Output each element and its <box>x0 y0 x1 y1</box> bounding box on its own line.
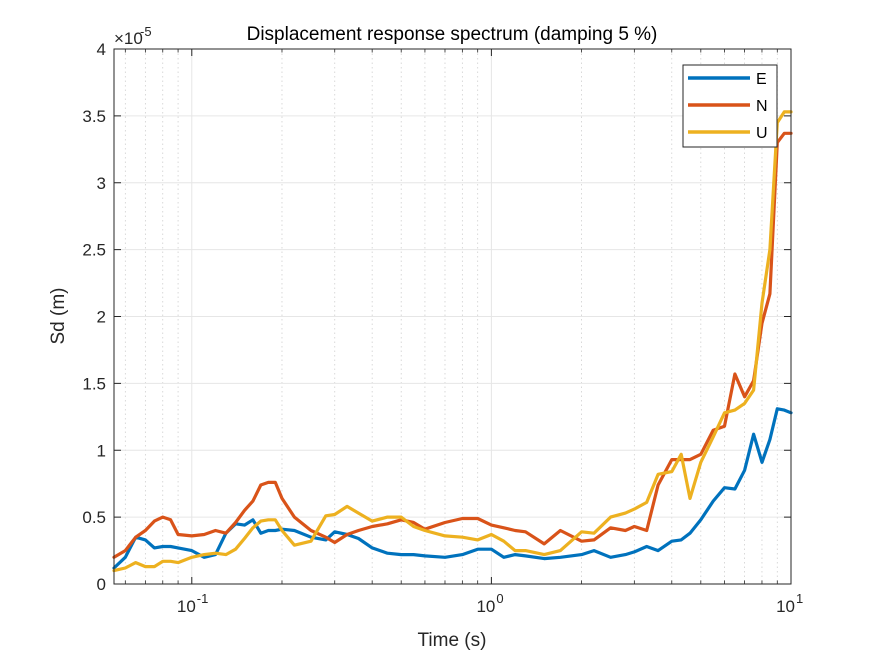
series-line-e <box>112 407 793 570</box>
x-tick-label: 10 0 <box>476 591 503 616</box>
x-tick-power: 0 <box>496 591 503 606</box>
y-exponent-base: ×10 <box>114 29 143 48</box>
x-tick-power: -1 <box>197 591 209 606</box>
y-exponent-label: ×10 -5 <box>114 24 152 48</box>
series-layer <box>112 110 793 573</box>
axes-box <box>113 48 792 585</box>
minor-grid <box>124 49 778 584</box>
y-tick-label: 2.5 <box>82 241 106 260</box>
chart-title: Displacement response spectrum (damping … <box>247 24 658 45</box>
y-tick-label: 1.5 <box>82 374 106 393</box>
y-exponent-power: -5 <box>140 24 152 39</box>
legend-entry-e: E <box>688 71 767 88</box>
y-tick-label: 0.5 <box>82 508 106 527</box>
x-tick-base: 10 <box>177 597 196 616</box>
x-axis-label: Time (s) <box>418 630 487 651</box>
legend-entry-n: N <box>688 98 768 115</box>
series-line-n <box>112 131 793 559</box>
x-tick-base: 10 <box>476 597 495 616</box>
legend-label-e: E <box>756 71 767 88</box>
y-tick-label: 0 <box>97 575 106 594</box>
legend-label-u: U <box>756 125 768 142</box>
legend: E N U <box>682 64 778 148</box>
y-axis-label: Sd (m) <box>48 288 69 345</box>
y-tick-label: 3 <box>97 174 106 193</box>
legend-label-n: N <box>756 98 768 115</box>
x-tick-power: 1 <box>796 591 803 606</box>
x-tick-label: 10 -1 <box>177 591 208 616</box>
y-tick-label: 1 <box>97 441 106 460</box>
series-line-u <box>112 110 793 573</box>
y-tick-label: 2 <box>97 308 106 327</box>
x-tick-base: 10 <box>776 597 795 616</box>
x-tick-label: 10 1 <box>776 591 803 616</box>
y-tick-label: 3.5 <box>82 107 106 126</box>
legend-entry-u: U <box>688 125 768 142</box>
tick-labels: 10 -1 10 0 10 100.511.522.533.54 <box>82 40 803 616</box>
axes-frame <box>113 48 792 585</box>
y-tick-label: 4 <box>97 40 106 59</box>
